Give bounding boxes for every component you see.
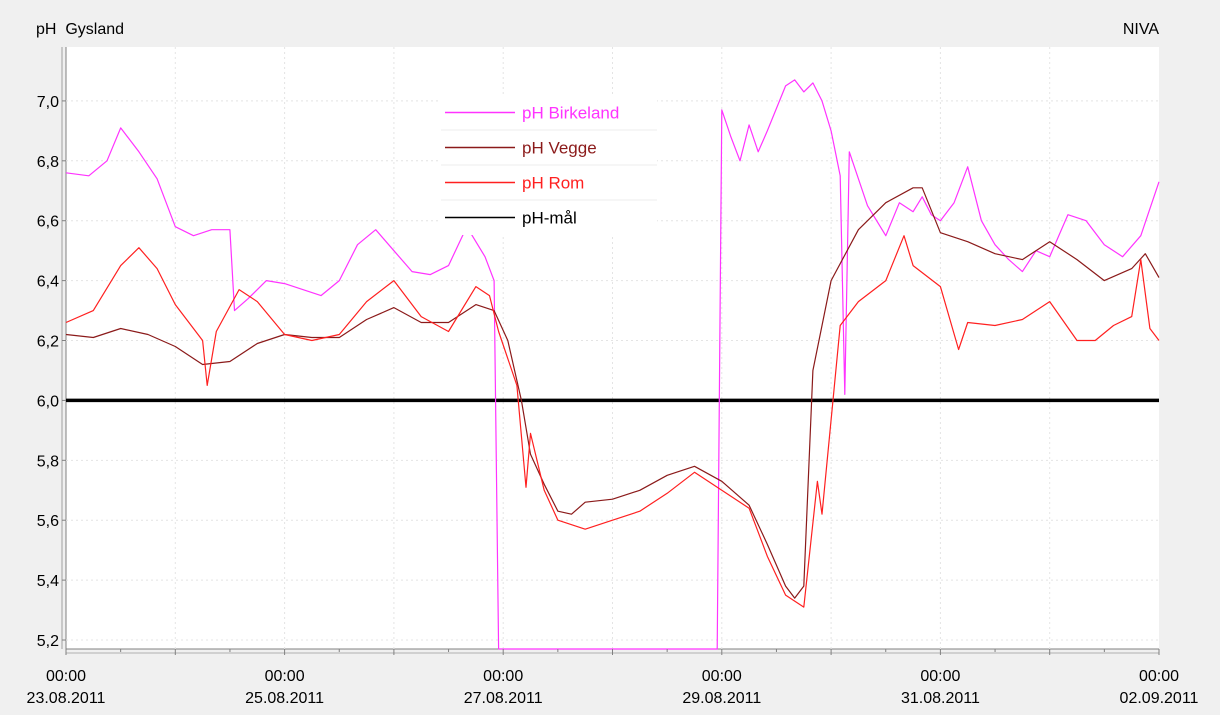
series-line-3 (65, 235, 1160, 608)
x-tick-time-label: 00:00 (1139, 668, 1179, 685)
x-tick-date-label: 27.08.2011 (464, 690, 543, 707)
chart-title: pH Gysland (36, 21, 124, 38)
x-tick-time-label: 00:00 (920, 668, 960, 685)
y-tick-label: 7,0 (37, 94, 59, 111)
y-tick-label: 6,2 (37, 334, 59, 351)
y-tick-label: 5,4 (37, 573, 59, 590)
x-tick-date-label: 02.09.2011 (1120, 690, 1199, 707)
source-label: NIVA (1123, 21, 1159, 38)
x-tick-time-label: 00:00 (265, 668, 305, 685)
y-tick-label: 6,8 (37, 154, 59, 171)
y-tick-label: 5,6 (37, 513, 59, 530)
series-line-1 (65, 79, 1160, 650)
legend-label-2: pH Vegge (522, 139, 597, 158)
legend-label-3: pH Rom (522, 174, 584, 193)
x-tick-date-label: 25.08.2011 (245, 690, 324, 707)
x-tick-date-label: 31.08.2011 (901, 690, 980, 707)
x-tick-time-label: 00:00 (46, 668, 86, 685)
legend-label-4: pH-mål (522, 209, 577, 228)
x-tick-date-label: 29.08.2011 (682, 690, 761, 707)
y-tick-label: 6,0 (37, 393, 59, 410)
x-tick-date-label: 23.08.2011 (27, 690, 106, 707)
y-tick-label: 5,8 (37, 453, 59, 470)
y-tick-label: 5,2 (37, 633, 59, 650)
legend-label-1: pH Birkeland (522, 104, 619, 123)
y-tick-label: 6,4 (37, 274, 59, 291)
x-tick-time-label: 00:00 (702, 668, 742, 685)
x-tick-time-label: 00:00 (483, 668, 523, 685)
y-tick-label: 6,6 (37, 214, 59, 231)
